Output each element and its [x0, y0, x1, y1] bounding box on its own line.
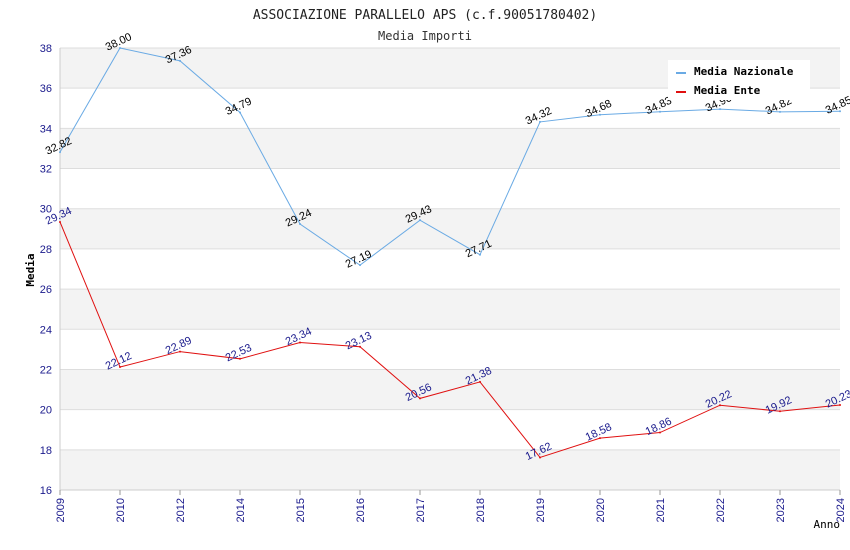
y-tick-label: 30	[40, 204, 52, 216]
data-point	[539, 456, 541, 459]
x-axis-label: Anno	[814, 518, 841, 531]
chart-subtitle: Media Importi	[378, 29, 472, 43]
x-tick-label: 2018	[475, 498, 487, 522]
data-point	[719, 108, 721, 111]
x-tick-label: 2009	[55, 498, 67, 522]
series-line-0	[59, 47, 841, 266]
x-tick-label: 2017	[415, 498, 427, 522]
data-point	[359, 264, 361, 267]
data-label: 27.19	[344, 248, 374, 271]
data-point	[59, 151, 61, 154]
y-tick-labels: 16 18 20 22 24 26 28 30 32 34 36 38	[40, 43, 52, 497]
data-point	[659, 110, 661, 113]
x-tick-label: 2019	[535, 498, 547, 522]
y-tick-label: 22	[40, 364, 52, 376]
data-point	[659, 431, 661, 434]
x-tick-label: 2023	[775, 498, 787, 522]
data-point	[119, 366, 121, 369]
data-point	[839, 110, 841, 113]
data-label: 18.58	[584, 421, 614, 444]
y-tick-label: 36	[40, 83, 52, 95]
data-point	[239, 357, 241, 360]
legend: Media Nazionale Media Ente	[668, 60, 810, 100]
data-point	[359, 345, 361, 348]
legend-background	[668, 60, 810, 100]
x-tick-label: 2010	[115, 498, 127, 522]
y-tick-label: 34	[40, 123, 52, 135]
x-tick-label: 2016	[355, 498, 367, 522]
y-tick-label: 16	[40, 485, 52, 497]
data-point	[59, 220, 61, 223]
data-point	[179, 350, 181, 353]
data-point	[119, 47, 121, 49]
data-point	[479, 380, 481, 383]
data-point	[419, 397, 421, 400]
grid-band	[60, 128, 840, 169]
data-label: 18.86	[644, 416, 674, 439]
data-label: 23.13	[344, 330, 374, 353]
grid-band	[60, 369, 840, 410]
grid-lines	[60, 47, 840, 491]
legend-label-media-nazionale: Media Nazionale	[694, 65, 794, 78]
data-point	[299, 222, 301, 225]
grid-band	[60, 289, 840, 330]
data-point	[719, 404, 721, 407]
data-label: 34.85	[824, 94, 850, 117]
x-tick-label: 2020	[595, 498, 607, 522]
data-point	[299, 341, 301, 344]
data-point	[539, 120, 541, 123]
x-tick-label: 2021	[655, 498, 667, 522]
data-point	[179, 59, 181, 62]
data-point	[239, 111, 241, 114]
chart-title: ASSOCIAZIONE PARALLELO APS (c.f.90051780…	[253, 8, 597, 23]
data-point	[779, 410, 781, 413]
data-label: 22.53	[224, 342, 254, 365]
data-label: 22.89	[164, 335, 194, 358]
x-tick-label: 2012	[175, 498, 187, 522]
data-point	[839, 404, 841, 407]
data-point	[599, 437, 601, 440]
legend-label-media-ente: Media Ente	[694, 84, 761, 97]
data-label: 34.79	[224, 96, 254, 119]
y-tick-label: 28	[40, 244, 52, 256]
x-tick-label: 2022	[715, 498, 727, 522]
y-tick-label: 24	[40, 324, 52, 336]
grid-band	[60, 449, 840, 490]
y-tick-label: 20	[40, 405, 52, 417]
data-point	[479, 253, 481, 256]
grid-band	[60, 208, 840, 249]
y-tick-label: 32	[40, 164, 52, 176]
y-axis-label: Media	[24, 253, 37, 286]
axes	[59, 48, 841, 495]
y-tick-label: 26	[40, 284, 52, 296]
x-tick-label: 2015	[295, 498, 307, 522]
x-tick-label: 2014	[235, 498, 247, 522]
data-point	[599, 113, 601, 116]
series-line-1	[59, 221, 841, 459]
data-point	[779, 110, 781, 113]
series-lines	[59, 47, 841, 459]
data-label: 34.68	[584, 98, 614, 121]
x-tick-labels: 2009 2010 2012 2014 2015 2016 2017 2018 2019 2020…	[55, 498, 847, 522]
y-tick-label: 18	[40, 445, 52, 457]
grid-bands	[60, 48, 840, 490]
y-tick-label: 38	[40, 43, 52, 55]
x-tick-label: 2024	[835, 498, 847, 522]
data-point	[419, 219, 421, 222]
